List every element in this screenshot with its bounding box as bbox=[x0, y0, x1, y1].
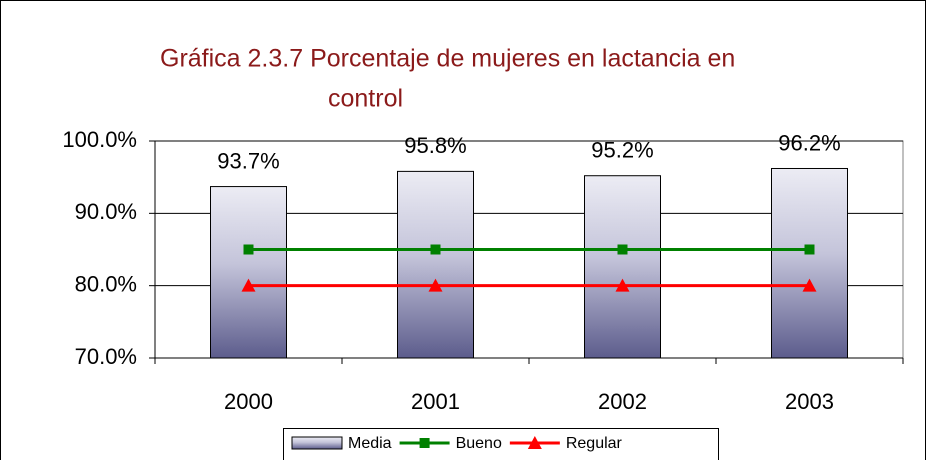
x-tick-label: 2000 bbox=[224, 389, 273, 414]
bar bbox=[584, 175, 661, 359]
marker bbox=[617, 244, 628, 255]
legend-marker bbox=[527, 436, 542, 449]
marker bbox=[615, 278, 630, 292]
marker bbox=[241, 278, 256, 292]
marker bbox=[243, 244, 254, 255]
y-tick-label: 70.0% bbox=[75, 344, 137, 369]
legend bbox=[283, 428, 719, 460]
legend-label: Media bbox=[348, 435, 392, 452]
legend-label: Bueno bbox=[456, 435, 502, 452]
chart-title: Gráfica 2.3.7 Porcentaje de mujeres en l… bbox=[160, 45, 735, 73]
bar bbox=[210, 186, 287, 359]
marker bbox=[804, 244, 815, 255]
data-label: 93.7% bbox=[217, 148, 279, 173]
legend-marker bbox=[419, 438, 430, 448]
data-label: 95.2% bbox=[591, 138, 653, 163]
y-tick-label: 80.0% bbox=[75, 271, 137, 296]
y-tick-label: 100.0% bbox=[62, 127, 137, 152]
x-tick-label: 2002 bbox=[598, 389, 647, 414]
chart-title: control bbox=[328, 85, 403, 113]
x-tick-label: 2003 bbox=[785, 389, 834, 414]
marker bbox=[428, 278, 443, 292]
legend-swatch bbox=[291, 436, 343, 450]
bar bbox=[771, 167, 848, 359]
y-tick-label: 90.0% bbox=[75, 199, 137, 224]
legend-label: Regular bbox=[566, 435, 623, 452]
x-tick-label: 2001 bbox=[411, 389, 460, 414]
marker bbox=[802, 278, 817, 292]
marker bbox=[430, 244, 441, 255]
data-label: 95.8% bbox=[404, 133, 466, 158]
bar bbox=[397, 170, 474, 359]
data-label: 96.2% bbox=[778, 130, 840, 155]
